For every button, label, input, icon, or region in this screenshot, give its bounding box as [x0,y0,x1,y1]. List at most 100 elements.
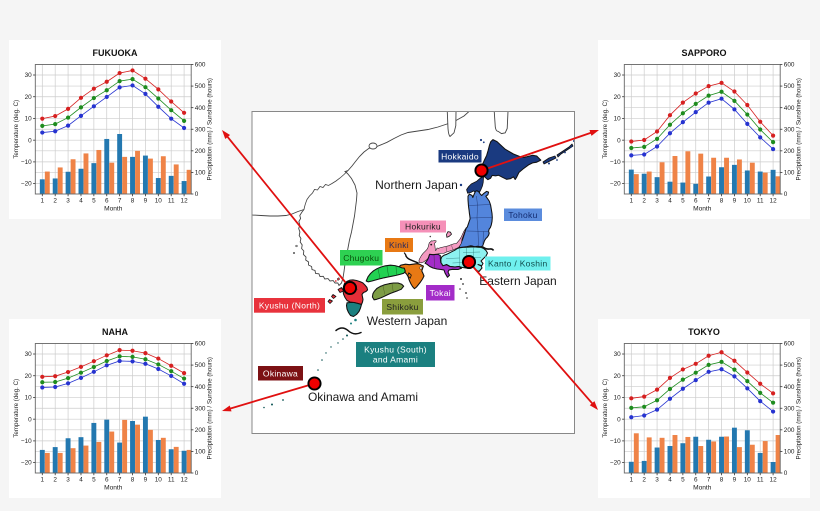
svg-text:7: 7 [707,198,711,205]
svg-text:Hokkaido: Hokkaido [441,151,479,161]
svg-text:11: 11 [757,477,764,484]
svg-text:2: 2 [642,198,646,205]
svg-text:11: 11 [168,198,175,205]
svg-text:600: 600 [784,341,795,348]
svg-text:FUKUOKA: FUKUOKA [93,48,138,58]
svg-text:Precipitation (mm) / Sunshin: Precipitation (mm) / Sunshine (hours) [796,78,803,180]
svg-text:Kinki: Kinki [389,240,409,250]
svg-text:and Amami: and Amami [373,355,418,365]
svg-text:0: 0 [195,470,199,477]
svg-text:Okinawa and Amami: Okinawa and Amami [308,390,418,404]
svg-text:Okinawa: Okinawa [263,368,298,378]
svg-text:30: 30 [25,351,33,358]
svg-text:−20: −20 [21,181,32,188]
svg-text:Precipitation (mm) / Sunshin: Precipitation (mm) / Sunshine (hours) [796,357,803,459]
svg-text:11: 11 [168,477,175,484]
svg-text:9: 9 [733,477,737,484]
svg-text:8: 8 [720,198,724,205]
svg-text:Month: Month [693,485,712,492]
svg-text:4: 4 [668,477,672,484]
svg-text:300: 300 [195,405,206,412]
svg-text:5: 5 [92,477,96,484]
svg-text:9: 9 [144,477,148,484]
svg-text:10: 10 [614,116,622,123]
svg-text:500: 500 [195,362,206,369]
svg-text:−10: −10 [610,438,621,445]
svg-text:Eastern Japan: Eastern Japan [479,274,556,288]
svg-text:10: 10 [744,477,752,484]
svg-text:11: 11 [757,198,764,205]
svg-text:3: 3 [655,477,659,484]
svg-text:2: 2 [642,477,646,484]
svg-text:Temperature (deg. C): Temperature (deg. C) [13,100,20,159]
svg-text:400: 400 [784,105,795,112]
svg-text:Temperature (deg. C): Temperature (deg. C) [602,100,609,159]
svg-text:200: 200 [784,148,795,155]
svg-text:7: 7 [118,198,122,205]
svg-text:Northern Japan: Northern Japan [375,178,458,192]
svg-text:12: 12 [770,477,778,484]
svg-text:0: 0 [617,416,621,423]
svg-text:12: 12 [181,477,189,484]
svg-text:20: 20 [614,373,622,380]
svg-text:SAPPORO: SAPPORO [681,48,726,58]
svg-text:Month: Month [104,485,123,492]
svg-text:200: 200 [784,427,795,434]
svg-text:8: 8 [131,198,135,205]
svg-text:2: 2 [53,477,57,484]
svg-text:300: 300 [784,405,795,412]
svg-text:Month: Month [104,206,123,213]
svg-text:−20: −20 [610,181,621,188]
svg-text:500: 500 [195,83,206,90]
svg-text:4: 4 [79,198,83,205]
svg-text:300: 300 [195,126,206,133]
svg-text:2: 2 [53,198,57,205]
svg-text:Precipitation (mm) / Sunshin: Precipitation (mm) / Sunshine (hours) [207,78,214,180]
svg-text:Temperature (deg. C): Temperature (deg. C) [602,379,609,438]
svg-text:10: 10 [744,198,752,205]
svg-text:0: 0 [784,191,788,198]
svg-text:NAHA: NAHA [102,327,128,337]
svg-text:Kanto / Koshin: Kanto / Koshin [488,259,548,269]
svg-text:3: 3 [66,198,70,205]
svg-text:8: 8 [131,477,135,484]
svg-text:Kyushu (South): Kyushu (South) [364,345,427,355]
svg-text:9: 9 [144,198,148,205]
svg-text:Tohoku: Tohoku [508,210,537,220]
svg-text:7: 7 [118,477,122,484]
svg-text:6: 6 [694,477,698,484]
svg-text:3: 3 [66,477,70,484]
svg-text:10: 10 [155,477,163,484]
svg-text:−10: −10 [21,438,32,445]
svg-text:9: 9 [733,198,737,205]
svg-text:Temperature (deg. C): Temperature (deg. C) [13,379,20,438]
svg-text:−20: −20 [610,460,621,467]
svg-text:5: 5 [92,198,96,205]
svg-text:600: 600 [195,62,206,69]
svg-text:1: 1 [41,477,45,484]
svg-text:Hokuriku: Hokuriku [405,222,441,232]
svg-text:500: 500 [784,83,795,90]
svg-text:0: 0 [28,137,32,144]
svg-text:1: 1 [630,198,634,205]
svg-text:7: 7 [707,477,711,484]
svg-text:200: 200 [195,148,206,155]
svg-text:8: 8 [720,477,724,484]
svg-text:30: 30 [25,72,33,79]
svg-text:100: 100 [195,170,206,177]
svg-text:400: 400 [195,105,206,112]
svg-text:0: 0 [195,191,199,198]
svg-text:Precipitation (mm) / Sunshin: Precipitation (mm) / Sunshine (hours) [207,357,214,459]
svg-text:0: 0 [28,416,32,423]
svg-text:TOKYO: TOKYO [688,327,720,337]
svg-text:12: 12 [770,198,778,205]
svg-text:10: 10 [155,198,163,205]
svg-text:5: 5 [681,198,685,205]
svg-text:100: 100 [784,449,795,456]
svg-text:20: 20 [25,373,33,380]
svg-text:Kyushu (North): Kyushu (North) [259,300,320,310]
svg-text:3: 3 [655,198,659,205]
svg-text:600: 600 [195,341,206,348]
svg-text:−10: −10 [21,159,32,166]
svg-text:Western Japan: Western Japan [367,314,448,328]
